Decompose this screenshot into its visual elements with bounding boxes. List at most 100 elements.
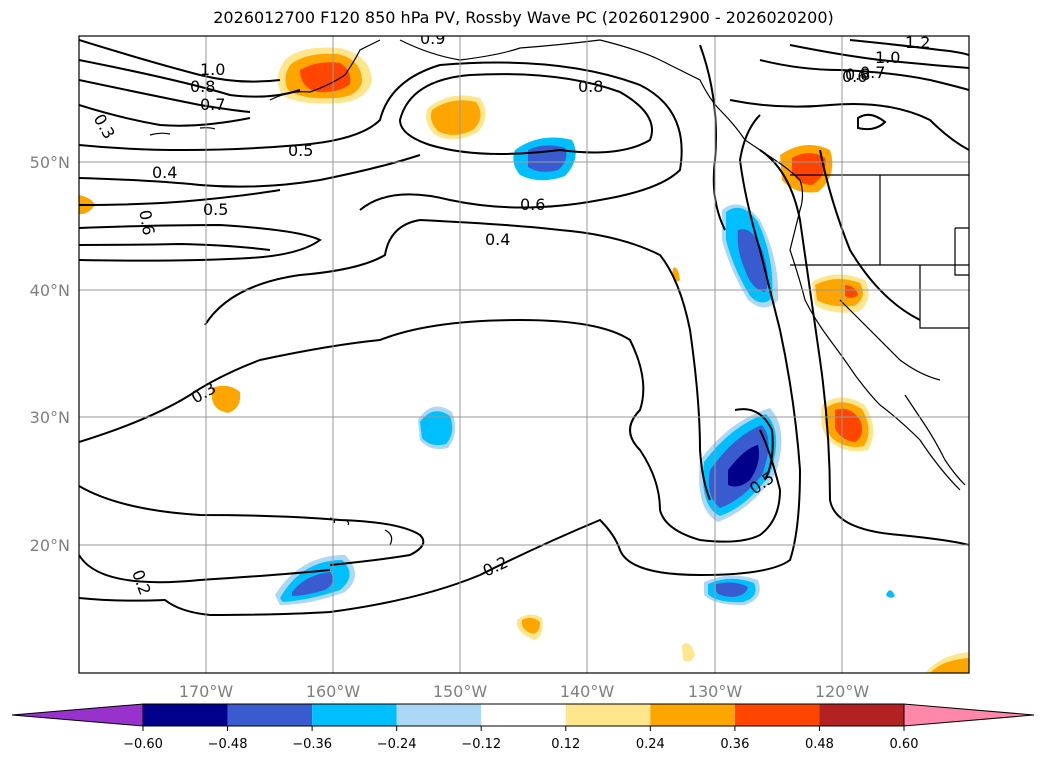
colorbar-bin — [565, 704, 651, 726]
colorbar-tick-label: 0.60 — [890, 737, 919, 752]
contour-label: 1.0 — [875, 48, 900, 67]
contour-label: 0.5 — [288, 141, 313, 160]
colorbar-tick-label: 0.36 — [720, 737, 749, 752]
pv-contour — [79, 79, 251, 113]
colorbar-bin — [481, 704, 566, 726]
pv-contour — [79, 223, 322, 262]
anomaly-blob-negative — [728, 445, 759, 487]
lon-tick-label: 130°W — [688, 682, 743, 701]
coastline — [269, 39, 381, 101]
contour-label: 0.5 — [203, 200, 228, 219]
contour-label: 0.6 — [520, 195, 545, 214]
pv-contour — [857, 113, 887, 131]
coastline — [399, 39, 881, 406]
pv-contour — [79, 242, 271, 251]
pv-contours — [79, 39, 969, 617]
pv-contour — [79, 39, 281, 83]
lat-tick-label: 50°N — [30, 153, 70, 172]
pv-contour — [734, 408, 774, 481]
pv-contour — [849, 39, 969, 56]
pv-contour — [789, 44, 969, 69]
contour-label: 0.6 — [135, 208, 158, 236]
anomaly-blob-positive — [300, 62, 351, 93]
anomaly-blob-negative — [716, 582, 748, 597]
contour-label: 0.4 — [485, 230, 510, 249]
lat-tick-label: 20°N — [30, 536, 70, 555]
colorbar-tick-label: −0.36 — [292, 737, 332, 752]
colorbar-extend-low — [11, 703, 144, 727]
colorbar-outline — [142, 703, 905, 727]
contour-label: 1.0 — [200, 60, 225, 79]
pv-contour — [759, 59, 969, 91]
colorbar-extend-high — [903, 703, 1035, 727]
anomaly-blob-positive — [792, 153, 826, 185]
colorbar-bin — [734, 704, 820, 726]
colorbar-bin — [227, 704, 313, 726]
lon-tick-label: 140°W — [560, 682, 615, 701]
contour-label: 0.8 — [845, 65, 870, 84]
colorbar-tick-label: −0.48 — [208, 737, 248, 752]
map-title: 2026012700 F120 850 hPa PV, Rossby Wave … — [213, 8, 834, 27]
lon-tick-label: 150°W — [433, 682, 488, 701]
anomaly-blob-positive — [682, 642, 695, 662]
pv-contour — [79, 318, 782, 543]
contour-label: 0.9 — [420, 29, 445, 48]
colorbar-tick-label: −0.24 — [377, 737, 417, 752]
map-background — [79, 36, 969, 673]
colorbar: −0.60 −0.48 −0.36 −0.24 −0.12 0.12 0.24 0.36 0.4… — [11, 703, 1035, 752]
colorbar-bin — [819, 704, 904, 726]
contour-label: 0.7 — [860, 63, 885, 82]
anomaly-blob-positive — [930, 658, 969, 673]
anomaly-blob-negative — [420, 411, 453, 446]
pv-contour — [79, 154, 421, 188]
anomaly-blob-negative — [292, 572, 334, 596]
colorbar-tick-label: −0.12 — [461, 737, 501, 752]
colorbar-bin — [143, 704, 228, 726]
coastline — [879, 404, 961, 491]
anomaly-blob-positive — [845, 285, 858, 298]
coastline — [329, 517, 393, 546]
coastline — [904, 394, 966, 486]
anomaly-shading — [79, 47, 969, 673]
lat-tick-label: 30°N — [30, 408, 70, 427]
coastline — [919, 265, 969, 329]
map-frame — [78, 35, 970, 674]
anomaly-blob-positive — [430, 100, 481, 136]
contour-label: 0.8 — [190, 77, 215, 96]
pv-contour — [729, 99, 969, 151]
pv-contour — [79, 485, 425, 566]
colorbar-bin — [312, 704, 397, 726]
pv-contour — [79, 61, 683, 211]
contour-label: 0.8 — [578, 77, 603, 96]
pv-contour — [204, 218, 711, 501]
lat-tick-labels: 20°N 30°N 40°N 50°N — [30, 153, 70, 555]
colorbar-bin — [650, 704, 735, 726]
contour-label: 1.2 — [905, 33, 930, 52]
gridlines — [79, 36, 969, 673]
pv-contour — [79, 554, 331, 584]
anomaly-blob-positive — [212, 385, 241, 413]
colorbar-tick-label: 0.24 — [636, 737, 665, 752]
pv-contour — [79, 104, 251, 127]
contour-label: 0.7 — [200, 95, 225, 114]
anomaly-blob-positive — [815, 278, 863, 307]
anomaly-blob-positive — [522, 617, 540, 634]
contour-label: 0.6 — [842, 67, 867, 86]
lat-tick-label: 40°N — [30, 281, 70, 300]
pv-contour — [398, 73, 653, 155]
coastline — [149, 127, 216, 136]
contour-label: 0.4 — [152, 163, 177, 182]
coastlines — [149, 39, 969, 546]
coastline — [954, 227, 969, 276]
pv-contour — [819, 149, 921, 321]
pv-contour — [79, 114, 802, 617]
colorbar-tick-label: 0.12 — [551, 737, 580, 752]
anomaly-blob-negative — [737, 229, 768, 292]
anomaly-blob-negative — [886, 590, 895, 598]
colorbar-tick-label: −0.60 — [123, 737, 163, 752]
colorbar-tick-label: 0.48 — [805, 737, 834, 752]
lon-tick-label: 170°W — [179, 682, 234, 701]
coastline — [839, 299, 941, 381]
lon-tick-labels: 170°W 160°W 150°W 140°W 130°W 120°W — [179, 682, 870, 701]
